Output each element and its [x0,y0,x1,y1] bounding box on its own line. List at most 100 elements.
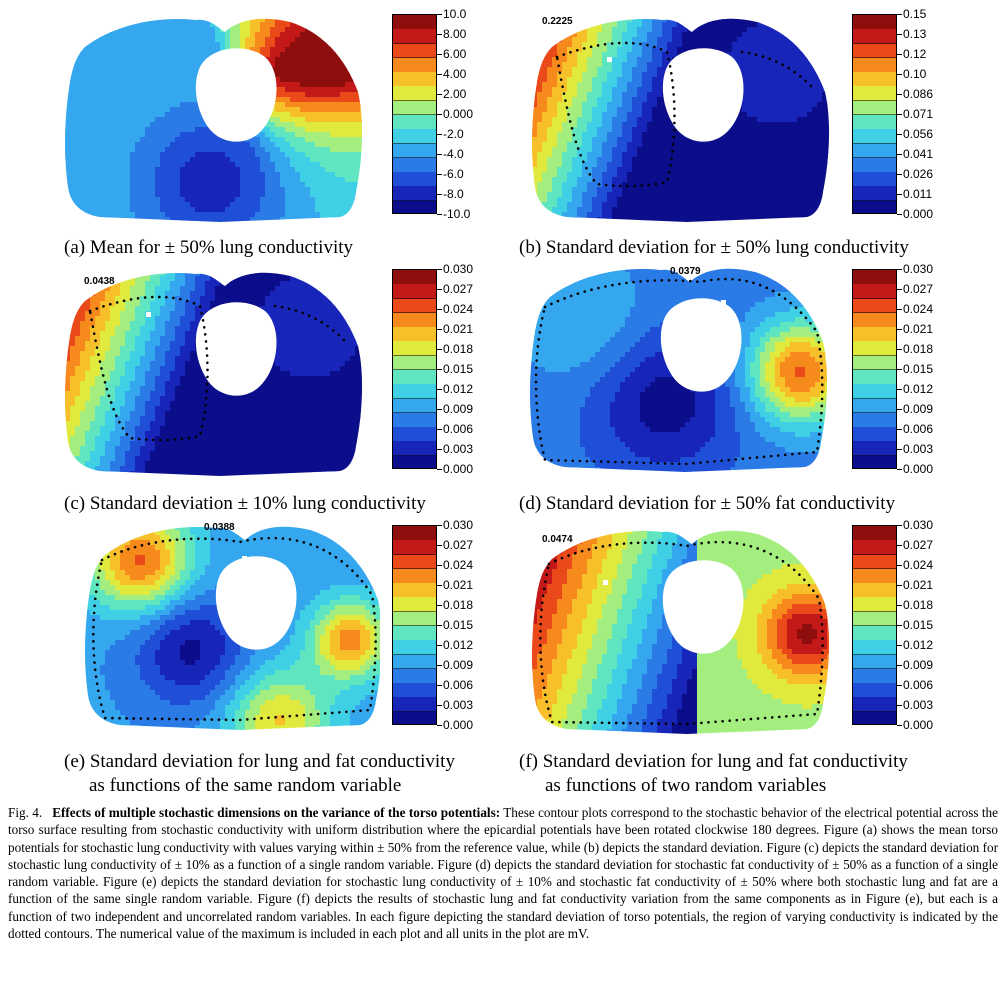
colorbar-gradient [852,269,897,469]
colorbar-gradient [392,269,437,469]
colorbar-band [393,526,436,541]
colorbar-tick [897,565,902,566]
colorbar-tick [437,194,442,195]
colorbar-tick [897,349,902,350]
colorbar-band [853,270,896,285]
colorbar-band [853,626,896,641]
colorbar-band [853,186,896,202]
colorbar-tick [437,585,442,586]
colorbar-label: 0.13 [903,27,927,41]
colorbar-label: 0.027 [443,282,474,296]
colorbar-label: 0.018 [443,598,474,612]
panel-c: 0.0438 0.030 0.027 0.024 0.021 0.018 0.015 0.0… [0,254,500,504]
colorbar-band [853,43,896,59]
colorbar-band [393,341,436,357]
colorbar-gradient [392,525,437,725]
heart-cutout [662,560,744,654]
colorbar-band [853,341,896,357]
torso-contour-plot-b [532,18,830,223]
colorbar-band [853,668,896,684]
heart-cutout [195,48,277,142]
colorbar-label: 0.018 [903,598,934,612]
colorbar-band [393,115,436,130]
colorbar-band [393,654,436,670]
colorbar-label: 0.056 [903,127,934,141]
torso-contour-plot-c [65,272,363,477]
colorbar-band [853,15,896,30]
colorbar-band [393,668,436,684]
colorbar-label: 0.003 [903,442,934,456]
colorbar-band [393,626,436,641]
colorbar-band [393,540,436,556]
colorbar-label: 0.012 [903,382,934,396]
heart-cutout [215,556,297,650]
colorbar-label: 0.015 [903,362,934,376]
colorbar-band [393,15,436,30]
colorbar-label: 0.012 [443,638,474,652]
colorbar-band [853,711,896,724]
colorbar-band [853,683,896,698]
colorbar-label: 0.15 [903,7,927,21]
caption-f-line2: as functions of two random variables [545,775,827,796]
colorbar-tick [897,469,902,470]
dotted-region-contour [539,540,824,726]
colorbar-band [393,72,436,87]
contour-field [85,526,380,731]
colorbar-label: 0.015 [443,362,474,376]
colorbar-label: -10.0 [443,207,471,221]
colorbar-tick [437,449,442,450]
colorbar-tick [897,74,902,75]
colorbar-tick [437,329,442,330]
colorbar-band [393,270,436,285]
max-marker [721,300,726,305]
colorbar-tick [897,525,902,526]
colorbar-tick [897,309,902,310]
colorbar-tick [437,214,442,215]
colorbar-band [853,129,896,145]
heart-cutout [195,302,277,396]
colorbar-band [853,355,896,371]
colorbar-tick [897,389,902,390]
colorbar-tick [897,289,902,290]
colorbar-label: 0.009 [443,402,474,416]
colorbar-label: 0.024 [443,302,474,316]
caption-a-line1: (a) Mean for ± 50% lung conductivity [64,237,354,258]
colorbar-band [853,57,896,73]
colorbar-band [853,384,896,400]
colorbar-label: 0.009 [903,658,934,672]
colorbar-tick [897,605,902,606]
colorbar-band [853,697,896,713]
colorbar-band [393,186,436,202]
colorbar-band [853,312,896,328]
colorbar-label: -8.0 [443,187,464,201]
panel-e: 0.0388 0.030 0.027 0.024 0.021 0.018 0.015 0.0… [0,512,500,762]
colorbar-label: 0.027 [903,538,934,552]
colorbar-tick [437,605,442,606]
colorbar-label: 0.000 [443,718,474,732]
colorbar-gradient [852,14,897,214]
colorbar-label: 0.030 [903,262,934,276]
max-marker [242,556,247,561]
colorbar-band [853,568,896,584]
colorbar-tick [437,54,442,55]
colorbar-band [853,640,896,656]
colorbar-label: 0.000 [443,107,474,121]
colorbar-tick [437,429,442,430]
colorbar-tick [897,329,902,330]
caption-d: (d) Standard deviation for ± 50% fat con… [519,492,895,516]
colorbar-label: 0.021 [443,322,474,336]
colorbar-tick [437,725,442,726]
torso-contour-plot-a [65,18,363,223]
colorbar-tick [437,525,442,526]
caption-b: (b) Standard deviation for ± 50% lung co… [519,236,909,260]
panel-b: 0.2225 0.15 0.13 0.12 0.10 0.086 0.071 0.056 0.… [505,0,1005,250]
colorbar-band [393,143,436,159]
colorbar-label: 10.0 [443,7,467,21]
heart-cutout [662,48,744,142]
colorbar-band [853,29,896,45]
colorbar-tick [897,725,902,726]
colorbar-tick [897,114,902,115]
colorbar-tick [437,309,442,310]
colorbar-band [393,711,436,724]
caption-b-line1: (b) Standard deviation for ± 50% lung co… [519,237,909,258]
